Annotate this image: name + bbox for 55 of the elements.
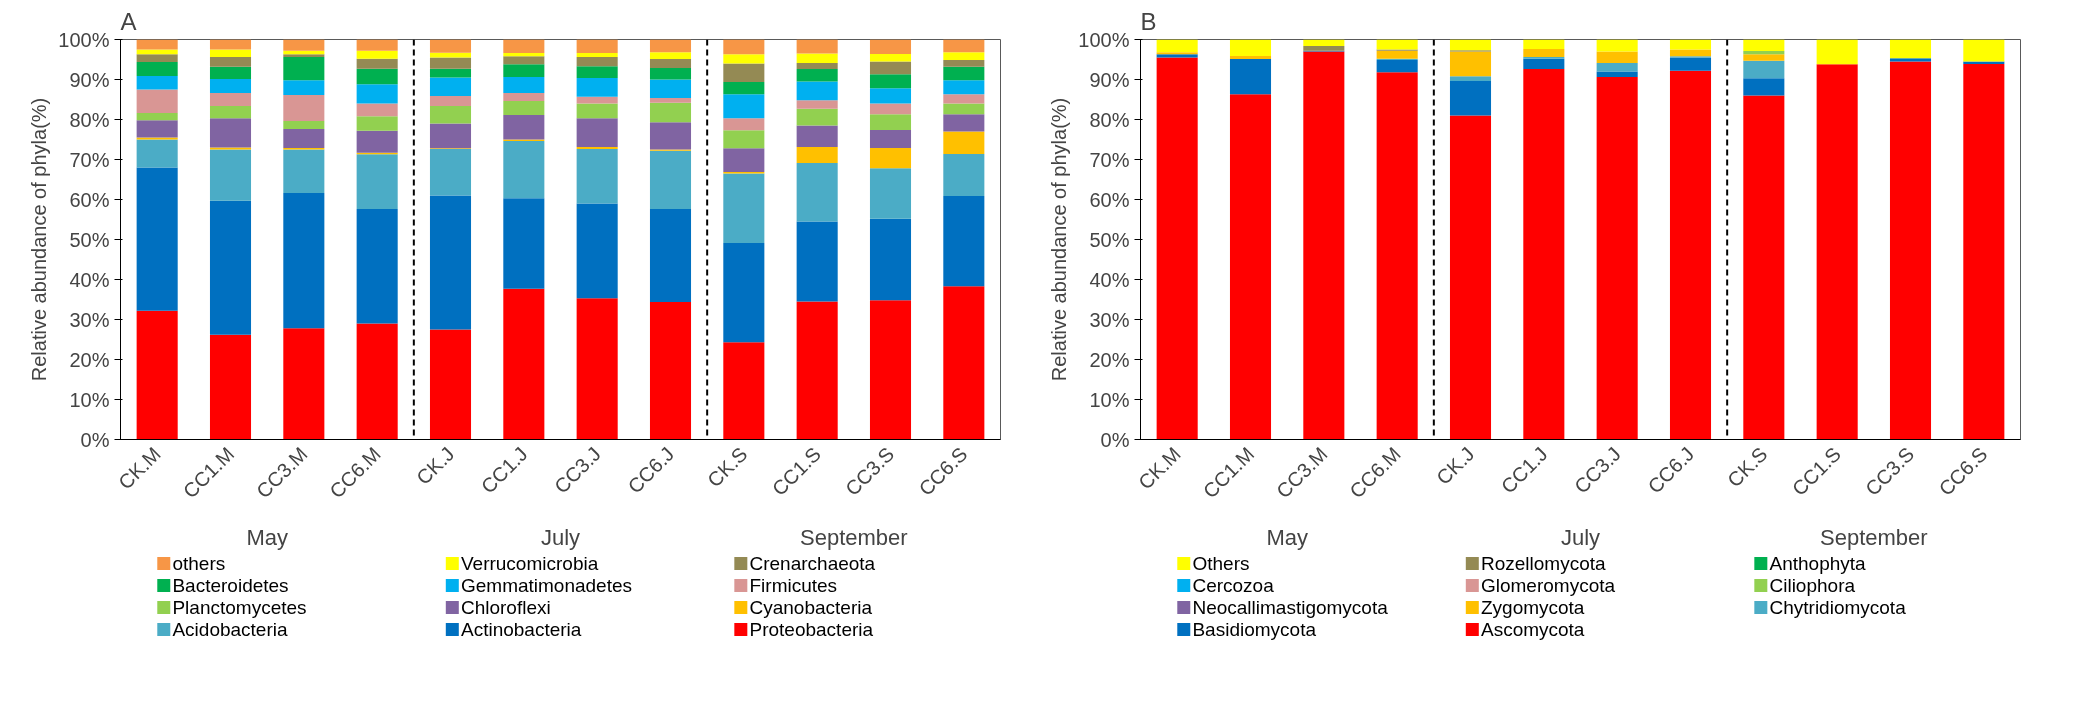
legend-label: Neocallimastigomycota [1192, 597, 1389, 618]
legend-label: Bacteroidetes [172, 575, 289, 596]
y-tick-label: 40% [1089, 268, 1130, 291]
text: May [1266, 524, 1308, 550]
legend-label: Cercozoa [1192, 575, 1275, 596]
y-tick-label: 0% [1100, 428, 1130, 451]
legend-label: Glomeromycota [1480, 575, 1616, 596]
y-tick-label: 60% [1089, 188, 1130, 211]
text: September [1820, 524, 1928, 550]
y-tick-label: 100% [1078, 28, 1130, 51]
legend-label: Ciliophora [1769, 575, 1856, 596]
legend-label: Planctomycetes [172, 597, 307, 618]
y-tick-label: 10% [1089, 388, 1130, 411]
y-tick-label: 20% [69, 348, 110, 371]
text: May [246, 524, 288, 550]
y-axis-title: Relative abundance of phyla(%) [28, 97, 51, 382]
y-tick-label: 30% [1089, 308, 1130, 331]
y-tick-label: 20% [1089, 348, 1130, 371]
legend-label: Crenarchaeota [749, 553, 876, 574]
y-tick-label: 40% [69, 268, 110, 291]
legend-label: Cyanobacteria [749, 597, 873, 618]
y-tick-label: 100% [58, 28, 110, 51]
y-tick-label: 80% [69, 108, 110, 131]
y-tick-label: 50% [69, 228, 110, 251]
y-tick-label: 0% [80, 428, 110, 451]
y-axis-title: Relative abundance of phyla(%) [1048, 97, 1071, 382]
legend-label: Chloroflexi [460, 597, 551, 618]
y-tick-label: 90% [1089, 68, 1130, 91]
y-tick-label: 70% [1089, 148, 1130, 171]
legend-label: Acidobacteria [172, 619, 288, 640]
legend-label: Anthophyta [1769, 553, 1867, 574]
y-tick-label: 90% [69, 68, 110, 91]
legend-label: Firmicutes [749, 575, 838, 596]
legend-label: Gemmatimonadetes [460, 575, 633, 596]
legend-label: Verrucomicrobia [460, 553, 599, 574]
chart-title: A [120, 7, 137, 35]
legend-label: Rozellomycota [1480, 553, 1606, 574]
legend-label: Zygomycota [1480, 597, 1585, 618]
legend-label: others [172, 553, 226, 574]
legend-label: Others [1192, 553, 1250, 574]
text: July [540, 524, 581, 550]
text: July [1560, 524, 1601, 550]
y-tick-label: 80% [1089, 108, 1130, 131]
chart-title: B [1140, 7, 1157, 35]
legend-label: Ascomycota [1480, 619, 1585, 640]
y-tick-label: 30% [69, 308, 110, 331]
legend-label: Actinobacteria [460, 619, 582, 640]
legend-label: Chytridiomycota [1769, 597, 1907, 618]
y-tick-label: 70% [69, 148, 110, 171]
y-tick-label: 50% [1089, 228, 1130, 251]
legend-label: Proteobacteria [749, 619, 874, 640]
y-tick-label: 10% [69, 388, 110, 411]
text: September [800, 524, 908, 550]
legend-label: Basidiomycota [1192, 619, 1317, 640]
y-tick-label: 60% [69, 188, 110, 211]
